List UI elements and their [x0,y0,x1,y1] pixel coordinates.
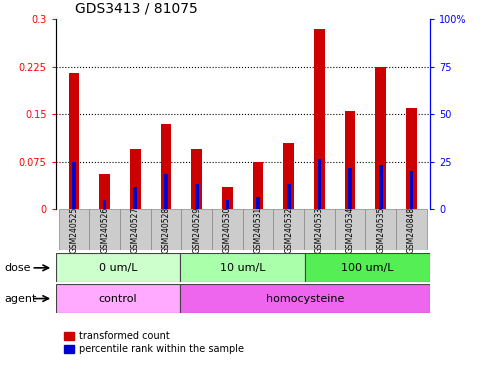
FancyBboxPatch shape [151,209,181,250]
FancyBboxPatch shape [56,284,180,313]
FancyBboxPatch shape [273,209,304,250]
Text: GSM240534: GSM240534 [346,206,355,253]
Text: GSM240848: GSM240848 [407,206,416,253]
Bar [222,187,233,209]
Text: control: control [99,293,137,304]
Bar [284,143,294,209]
Bar [99,174,110,209]
Text: GSM240525: GSM240525 [70,206,78,253]
Bar [375,67,386,209]
FancyBboxPatch shape [212,209,243,250]
FancyBboxPatch shape [120,209,151,250]
FancyBboxPatch shape [58,209,89,250]
Bar [191,149,202,209]
Text: GSM240535: GSM240535 [376,206,385,253]
FancyBboxPatch shape [305,253,430,282]
Bar [253,162,263,209]
Bar [348,168,352,209]
Bar [287,184,291,209]
FancyBboxPatch shape [366,209,396,250]
FancyBboxPatch shape [56,253,180,282]
Text: GSM240531: GSM240531 [254,206,263,253]
Bar [226,200,229,209]
Text: GSM240533: GSM240533 [315,206,324,253]
Bar [195,184,199,209]
Bar [379,165,383,209]
Bar [130,149,141,209]
Text: GSM240528: GSM240528 [161,206,170,253]
Bar [318,159,321,209]
Bar [69,73,79,209]
Bar [314,29,325,209]
Text: homocysteine: homocysteine [266,293,344,304]
Text: 0 um/L: 0 um/L [99,263,137,273]
Bar [72,162,76,209]
FancyBboxPatch shape [181,209,212,250]
FancyBboxPatch shape [89,209,120,250]
Text: GSM240529: GSM240529 [192,206,201,253]
FancyBboxPatch shape [180,253,305,282]
FancyBboxPatch shape [335,209,366,250]
Text: GSM240530: GSM240530 [223,206,232,253]
Bar [161,124,171,209]
Text: GSM240526: GSM240526 [100,206,109,253]
Legend: transformed count, percentile rank within the sample: transformed count, percentile rank withi… [60,328,248,358]
Text: GDS3413 / 81075: GDS3413 / 81075 [75,2,198,15]
FancyBboxPatch shape [180,284,430,313]
FancyBboxPatch shape [396,209,427,250]
Text: dose: dose [5,263,31,273]
Text: 100 um/L: 100 um/L [341,263,394,273]
Bar [410,171,413,209]
Bar [256,197,260,209]
Bar [164,174,168,209]
FancyBboxPatch shape [243,209,273,250]
Bar [133,187,137,209]
Text: GSM240527: GSM240527 [131,206,140,253]
Text: 10 um/L: 10 um/L [220,263,266,273]
Bar [406,108,417,209]
Text: agent: agent [5,293,37,304]
Text: GSM240532: GSM240532 [284,206,293,253]
Bar [345,111,355,209]
Bar [103,200,106,209]
FancyBboxPatch shape [304,209,335,250]
